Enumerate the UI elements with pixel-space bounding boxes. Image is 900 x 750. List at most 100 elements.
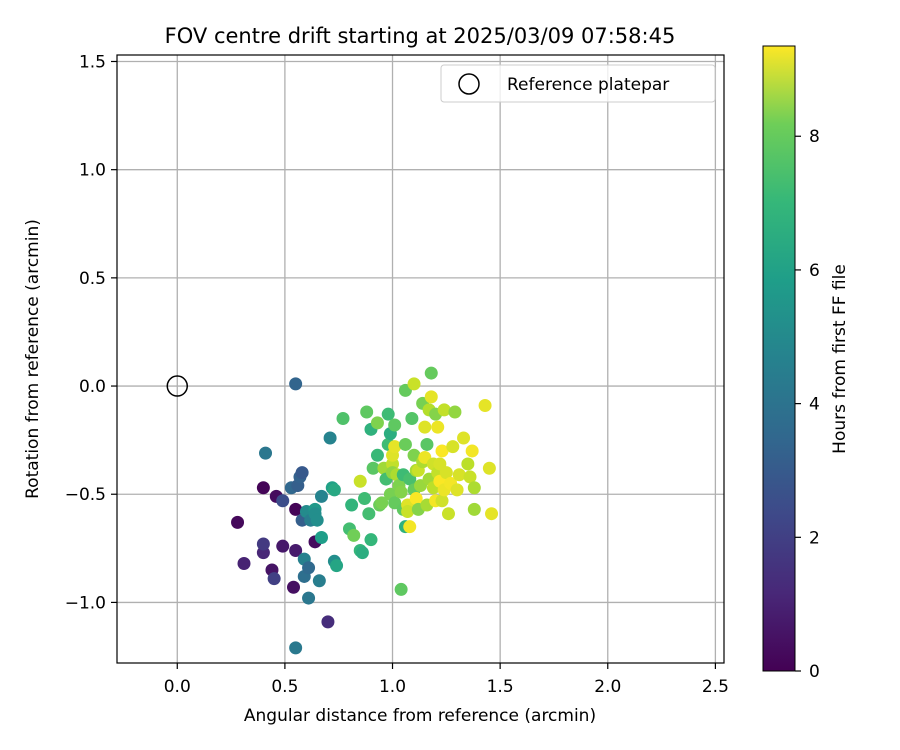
x-tick-label: 0.0 xyxy=(164,677,191,697)
plot-frame xyxy=(116,54,725,664)
data-point xyxy=(463,470,477,484)
data-point xyxy=(323,431,337,445)
data-point xyxy=(441,507,455,521)
y-tick-label: 0.0 xyxy=(79,377,106,397)
y-tick-label: 0.5 xyxy=(79,269,106,289)
data-point xyxy=(237,556,251,570)
data-point xyxy=(437,403,451,417)
data-point xyxy=(355,546,369,560)
data-point xyxy=(446,440,460,454)
data-point xyxy=(394,582,408,596)
data-point xyxy=(370,416,384,430)
colorbar-tick-label: 2 xyxy=(809,528,820,548)
data-point xyxy=(409,492,423,506)
data-point xyxy=(370,448,384,462)
data-point xyxy=(478,399,492,413)
data-point xyxy=(353,474,367,488)
data-point xyxy=(330,559,344,573)
data-point xyxy=(289,502,303,516)
data-point xyxy=(362,507,376,521)
y-axis-ticks: −1.0 −0.5 0.0 0.5 1.0 1.5 xyxy=(65,52,117,613)
reference-platepar-marker xyxy=(166,375,189,397)
colorbar-label: Hours from first FF file xyxy=(830,264,850,454)
data-point xyxy=(398,437,412,451)
data-point xyxy=(345,498,359,512)
colorbar-ticks: 0 2 4 6 8 xyxy=(795,127,820,682)
data-point xyxy=(467,502,481,516)
colorbar-tick-label: 4 xyxy=(809,395,820,415)
y-axis-label: Rotation from reference (arcmin) xyxy=(23,219,43,499)
y-tick-label: 1.0 xyxy=(79,161,106,181)
data-point xyxy=(347,528,361,542)
data-point xyxy=(375,496,389,510)
x-tick-label: 0.5 xyxy=(271,677,298,697)
data-point xyxy=(276,494,290,508)
data-point xyxy=(424,366,438,380)
data-point xyxy=(435,494,449,508)
data-point xyxy=(358,492,372,506)
data-point xyxy=(310,513,324,527)
data-point xyxy=(424,390,438,404)
colorbar-tick-label: 6 xyxy=(809,261,820,281)
data-point xyxy=(267,572,281,586)
data-point xyxy=(231,515,245,529)
data-point xyxy=(314,489,328,503)
y-tick-label: −0.5 xyxy=(65,485,106,505)
data-point xyxy=(457,431,471,445)
x-axis-ticks: 0.0 0.5 1.0 1.5 2.0 2.5 xyxy=(164,663,729,697)
x-tick-label: 2.0 xyxy=(594,677,621,697)
x-axis-label: Angular distance from reference (arcmin) xyxy=(244,706,596,726)
data-point xyxy=(435,444,449,458)
y-tick-label: 1.5 xyxy=(79,52,106,72)
data-point xyxy=(321,615,335,629)
grid xyxy=(117,55,724,663)
data-point xyxy=(289,543,303,557)
data-point xyxy=(418,420,432,434)
data-points xyxy=(231,366,499,655)
colorbar-tick-label: 0 xyxy=(809,662,820,682)
legend: Reference platepar xyxy=(440,64,716,103)
data-point xyxy=(287,580,301,594)
data-point xyxy=(401,505,415,519)
data-point xyxy=(403,520,417,534)
data-point xyxy=(482,461,496,475)
legend-label: Reference platepar xyxy=(507,75,669,95)
data-point xyxy=(388,418,402,432)
data-point xyxy=(256,481,270,495)
data-point xyxy=(448,405,462,419)
data-point xyxy=(394,485,408,499)
data-point xyxy=(431,420,445,434)
data-point xyxy=(259,446,273,460)
data-point xyxy=(407,377,421,391)
data-point xyxy=(366,461,380,475)
data-point xyxy=(289,377,303,391)
data-point xyxy=(302,561,316,575)
x-tick-label: 1.5 xyxy=(487,677,514,697)
data-point xyxy=(405,412,419,426)
colorbar-tick-label: 8 xyxy=(809,127,820,147)
x-tick-label: 2.5 xyxy=(702,677,729,697)
data-point xyxy=(388,440,402,454)
data-point xyxy=(381,407,395,421)
legend-marker-icon xyxy=(458,73,480,95)
data-point xyxy=(452,468,466,482)
colorbar xyxy=(762,45,796,672)
data-point xyxy=(461,457,475,471)
data-point xyxy=(485,507,499,521)
data-point xyxy=(312,574,326,588)
x-tick-label: 1.0 xyxy=(379,677,406,697)
data-point xyxy=(420,437,434,451)
data-point xyxy=(289,641,303,655)
data-point xyxy=(364,533,378,547)
data-point xyxy=(256,537,270,551)
data-point xyxy=(360,405,374,419)
data-point xyxy=(327,483,341,497)
data-point xyxy=(314,531,328,545)
data-point xyxy=(467,481,481,495)
data-point xyxy=(302,591,316,605)
data-point xyxy=(450,483,464,497)
data-point xyxy=(295,466,309,480)
data-point xyxy=(439,466,453,480)
chart-title: FOV centre drift starting at 2025/03/09 … xyxy=(165,24,676,48)
